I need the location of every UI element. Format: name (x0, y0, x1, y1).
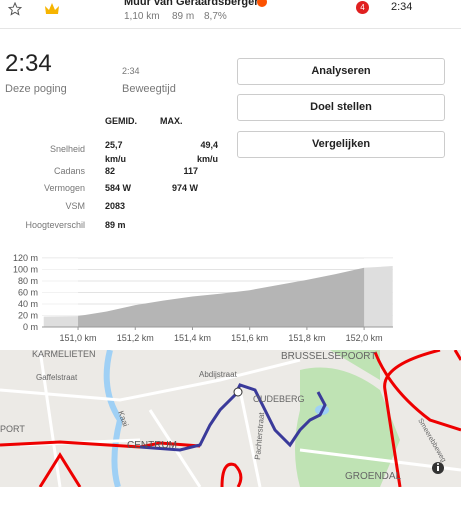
crown-icon (45, 3, 59, 14)
outside-shade (364, 258, 393, 327)
map-label: CENTRUM (127, 440, 177, 451)
row-label: Cadans (53, 166, 85, 176)
rank-badge: 4 (356, 1, 369, 14)
map-label: PORT (0, 424, 25, 434)
x-tick-label: 151,4 km (174, 333, 211, 343)
map[interactable]: KARMELIETEN Gaffelstraat Abdijstraat BRU… (0, 350, 461, 487)
moving-time: 2:34 (122, 66, 140, 76)
x-tick-label: 152,0 km (346, 333, 383, 343)
map-label: KARMELIETEN (32, 350, 96, 359)
x-tick-label: 151,6 km (231, 333, 268, 343)
map-label: GROENDAL (345, 471, 402, 482)
avg-value: 584 W (105, 183, 132, 193)
attempt-label: Deze poging (5, 83, 67, 95)
row-label: Hoogteverschil (25, 220, 85, 230)
row-label: Vermogen (43, 183, 85, 193)
y-tick-label: 100 m (13, 265, 38, 275)
attempt-time: 2:34 (5, 50, 52, 77)
y-tick-label: 20 m (18, 311, 38, 321)
x-tick-label: 151,2 km (117, 333, 154, 343)
map-label: Pachterstraat (253, 411, 266, 460)
verified-icon (257, 0, 267, 7)
max-value: 117 (183, 166, 198, 176)
segment-grade: 8,7% (204, 11, 227, 22)
elevation-area (43, 266, 393, 327)
avg-value: 82 (105, 166, 116, 176)
goal-button[interactable]: Doel stellen (237, 94, 445, 121)
row-label: VSM (65, 201, 85, 211)
map-label: Abdijstraat (199, 370, 238, 379)
max-value: 974 W (172, 183, 199, 193)
segment-name[interactable]: Muur van Geraardsbergen (124, 0, 261, 8)
row-label: Snelheid (49, 144, 85, 154)
y-tick-label: 0 m (23, 322, 38, 332)
col-header: MAX. (160, 116, 183, 126)
max-value: 49,4 km/u (196, 140, 218, 164)
segment-elevation: 89 m (172, 11, 195, 22)
map-label: BRUSSELSEPOORT (281, 351, 376, 362)
y-tick-label: 80 m (18, 276, 38, 286)
map-label: OUDEBERG (253, 394, 305, 404)
avg-value: 25,7 km/u (105, 140, 127, 164)
moving-time-label: Beweegtijd (122, 83, 176, 95)
avg-value: 89 m (105, 220, 126, 230)
map-label: Gaffelstraat (36, 373, 78, 382)
star-icon[interactable] (8, 2, 22, 16)
analyze-button[interactable]: Analyseren (237, 58, 445, 85)
header-time: 2:34 (391, 1, 413, 13)
y-tick-label: 60 m (18, 288, 38, 298)
y-tick-label: 40 m (18, 299, 38, 309)
x-tick-label: 151,8 km (288, 333, 325, 343)
y-tick-label: 120 m (13, 253, 38, 263)
outside-shade (42, 258, 79, 327)
x-tick-label: 151,0 km (60, 333, 97, 343)
segment-distance: 1,10 km (124, 11, 160, 22)
col-header: GEMID. (105, 116, 138, 126)
compare-button[interactable]: Vergelijken (237, 131, 445, 158)
divider (0, 28, 461, 29)
avg-value: 2083 (105, 201, 126, 211)
